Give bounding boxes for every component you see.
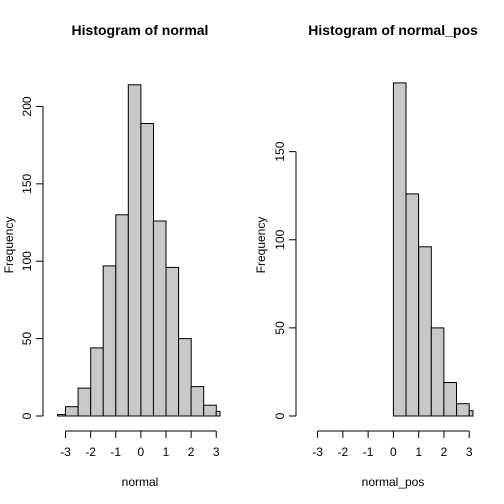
x-axis-label: normal bbox=[122, 475, 159, 489]
histogram-bar bbox=[90, 347, 104, 417]
histogram-bar bbox=[430, 327, 445, 417]
x-tick-label: -3 bbox=[60, 445, 71, 459]
x-tick-label: -1 bbox=[363, 445, 374, 459]
histogram-bar bbox=[443, 382, 457, 417]
x-tick-label: 0 bbox=[390, 445, 397, 459]
x-tick-label: -2 bbox=[338, 445, 349, 459]
histogram-bar bbox=[190, 386, 205, 417]
histogram-bar bbox=[178, 338, 192, 417]
histogram-bar bbox=[57, 414, 66, 417]
x-tick-label: 1 bbox=[415, 445, 422, 459]
chart-title: Histogram of normal_pos bbox=[308, 22, 478, 38]
x-tick-label: -3 bbox=[312, 445, 323, 459]
histogram-panel-normal: Histogram of normal -3 -2 -1 0 1 2 3 0 50 100 150… bbox=[2, 22, 221, 489]
y-axis-label: Frequency bbox=[254, 217, 268, 274]
histogram-bar bbox=[140, 123, 154, 417]
histogram-bar bbox=[215, 410, 221, 417]
x-tick-label: 3 bbox=[213, 445, 220, 459]
histogram-bar bbox=[77, 387, 92, 417]
histogram-bar bbox=[456, 403, 470, 417]
bars-group bbox=[392, 82, 474, 417]
bars-group bbox=[57, 84, 221, 417]
histogram-bar bbox=[65, 406, 79, 417]
histogram-bar bbox=[418, 246, 432, 417]
histogram-bar bbox=[392, 82, 407, 417]
histogram-bar bbox=[127, 84, 142, 417]
x-tick-label: 3 bbox=[466, 445, 473, 459]
x-tick-label: 2 bbox=[188, 445, 195, 459]
histogram-panel-normal-pos: Histogram of normal_pos -3 -2 -1 0 1 2 3 0 50 10… bbox=[254, 22, 478, 489]
x-tick-label: -2 bbox=[85, 445, 96, 459]
x-tick-label: 1 bbox=[163, 445, 170, 459]
histogram-bar bbox=[203, 404, 217, 417]
x-axis: -3 -2 -1 0 1 2 3 bbox=[312, 430, 473, 459]
histogram-bar bbox=[152, 220, 167, 417]
x-tick-label: -1 bbox=[110, 445, 121, 459]
y-tick-label: 0 bbox=[20, 412, 34, 419]
y-tick-label: 200 bbox=[20, 96, 34, 116]
x-tick-label: 2 bbox=[441, 445, 448, 459]
histogram-bar bbox=[405, 193, 420, 417]
y-axis: 0 50 100 150 200 bbox=[20, 96, 44, 419]
y-axis: 0 50 100 150 bbox=[273, 141, 297, 419]
y-tick-label: 0 bbox=[273, 412, 287, 419]
y-tick-label: 100 bbox=[273, 229, 287, 249]
x-axis-label: normal_pos bbox=[362, 475, 425, 489]
x-axis: -3 -2 -1 0 1 2 3 bbox=[60, 430, 220, 459]
chart-title: Histogram of normal bbox=[72, 22, 209, 38]
y-tick-label: 100 bbox=[20, 251, 34, 271]
y-tick-label: 50 bbox=[273, 321, 287, 335]
y-tick-label: 150 bbox=[273, 141, 287, 161]
y-tick-label: 150 bbox=[20, 173, 34, 193]
y-tick-label: 50 bbox=[20, 332, 34, 346]
histogram-bar bbox=[115, 214, 129, 417]
histogram-bar bbox=[102, 265, 117, 417]
y-axis-label: Frequency bbox=[2, 217, 16, 274]
histogram-bar bbox=[468, 410, 474, 417]
histogram-bar bbox=[165, 266, 180, 417]
x-tick-label: 0 bbox=[138, 445, 145, 459]
